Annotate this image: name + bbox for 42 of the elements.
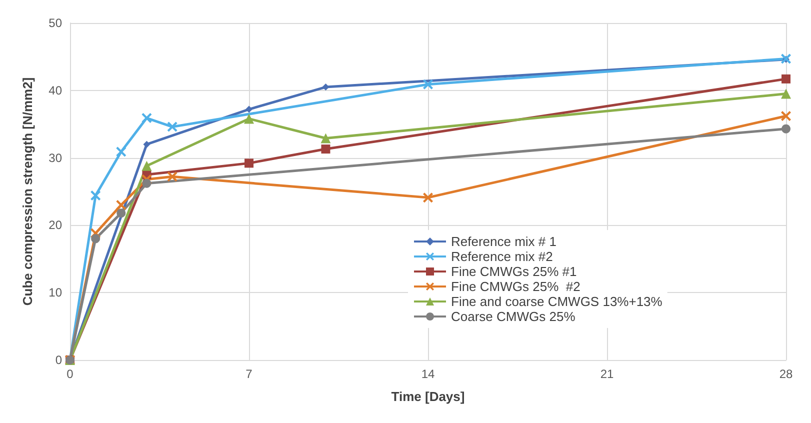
y-tick-label: 40 xyxy=(48,83,62,98)
y-tick-label: 30 xyxy=(48,150,62,165)
y-axis-title: Cube compression strength [N/mm2] xyxy=(20,77,35,306)
point xyxy=(167,122,178,132)
point xyxy=(246,106,252,113)
point xyxy=(143,140,150,148)
x-tick-label: 21 xyxy=(600,367,614,381)
point xyxy=(142,160,152,171)
x-tick-label: 7 xyxy=(246,367,253,381)
point xyxy=(782,74,790,84)
point xyxy=(116,208,126,218)
legend-label: Reference mix #2 xyxy=(451,249,553,264)
point xyxy=(91,234,100,244)
legend-label: Fine CMWGs 25% #2 xyxy=(451,279,580,294)
y-tick-label: 0 xyxy=(55,353,62,367)
point xyxy=(142,113,152,124)
legend-label: Coarse CMWGs 25% xyxy=(451,309,576,324)
point xyxy=(320,133,331,144)
x-tick-label: 14 xyxy=(421,367,435,381)
point xyxy=(321,144,330,154)
y-tick-label: 10 xyxy=(48,286,62,300)
point xyxy=(781,88,791,99)
point xyxy=(116,146,126,157)
legend-label: Fine CMWGs 25% #1 xyxy=(451,264,577,279)
x-axis-title: Time [Days] xyxy=(391,389,465,404)
point xyxy=(167,172,178,182)
point xyxy=(244,114,254,124)
legend-label: Reference mix # 1 xyxy=(451,234,556,249)
point xyxy=(116,200,126,210)
legend-label: Fine and coarse CMWGS 13%+13% xyxy=(451,294,663,309)
point xyxy=(781,111,791,122)
x-tick-label: 28 xyxy=(779,367,793,381)
point xyxy=(423,79,433,90)
point xyxy=(90,190,101,201)
point xyxy=(142,178,152,188)
point xyxy=(423,192,433,203)
y-tick-label: 20 xyxy=(48,218,62,232)
x-tick-label: 0 xyxy=(66,367,74,381)
y-tick-label: 50 xyxy=(48,16,62,30)
point xyxy=(322,84,330,91)
point xyxy=(244,158,254,168)
point xyxy=(782,124,790,134)
